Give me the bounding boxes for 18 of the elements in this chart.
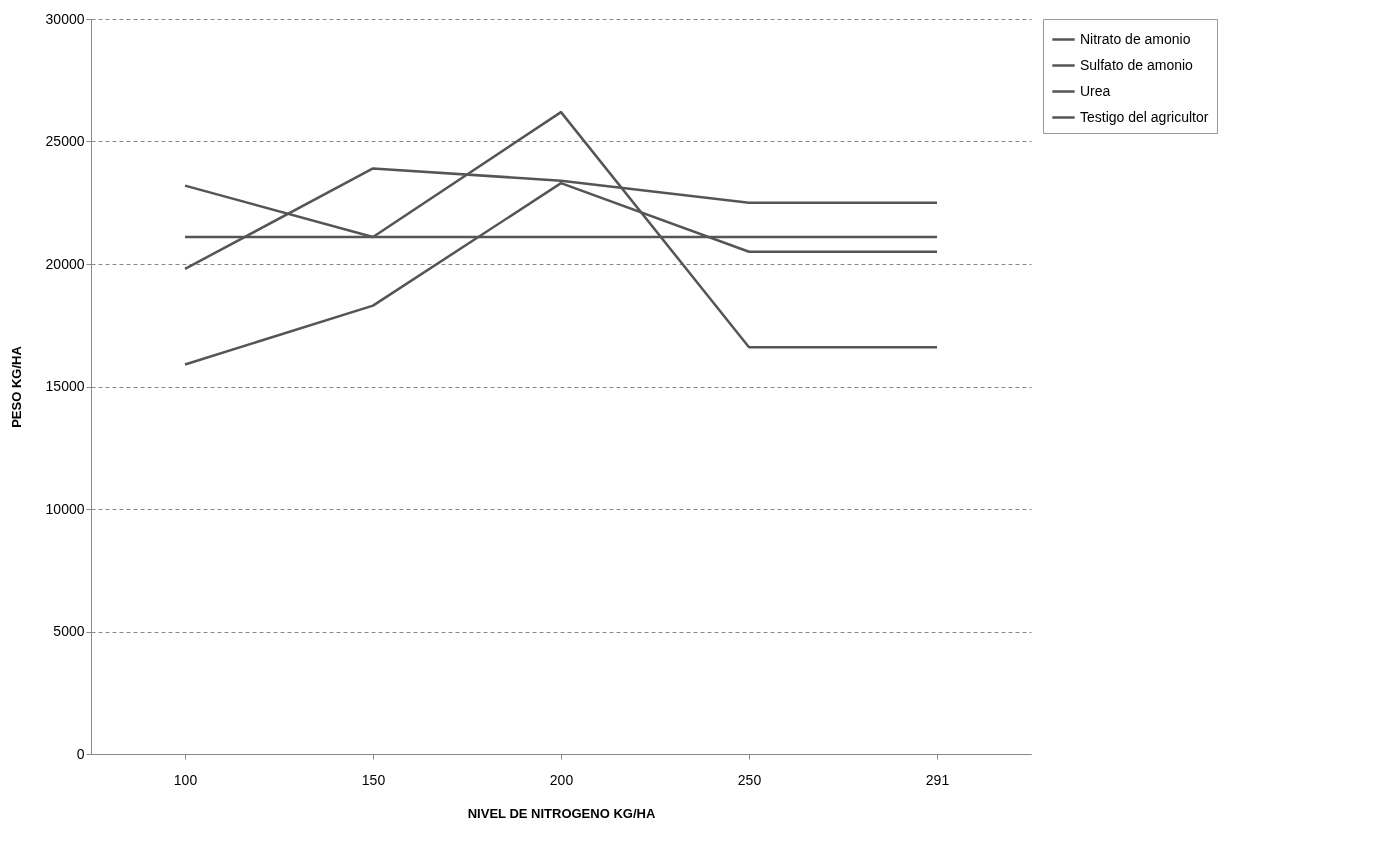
y-tick-label: 0 <box>76 745 85 762</box>
y-tick-label: 5000 <box>53 623 85 639</box>
x-tick-label: 100 <box>173 771 198 788</box>
legend-label: Testigo del agricultor <box>1080 108 1209 125</box>
x-tick-label: 250 <box>737 771 762 788</box>
legend-label: Sulfato de amonio <box>1080 56 1194 73</box>
y-tick-label: 25000 <box>45 133 85 149</box>
y-tick-label: 15000 <box>45 378 85 394</box>
y-tick-label: 30000 <box>45 10 85 27</box>
x-tick-label: 291 <box>925 771 950 788</box>
y-tick-label: 20000 <box>45 255 85 272</box>
y-tick-label: 10000 <box>45 500 85 517</box>
x-axis-title: NIVEL DE NITROGENO KG/HA <box>467 805 656 821</box>
x-tick-label: 200 <box>549 771 574 788</box>
legend-label: Urea <box>1080 82 1111 99</box>
y-axis-title: PESO KG/HA <box>8 345 24 428</box>
x-tick-label: 150 <box>361 771 386 788</box>
legend-label: Nitrato de amonio <box>1080 30 1191 47</box>
